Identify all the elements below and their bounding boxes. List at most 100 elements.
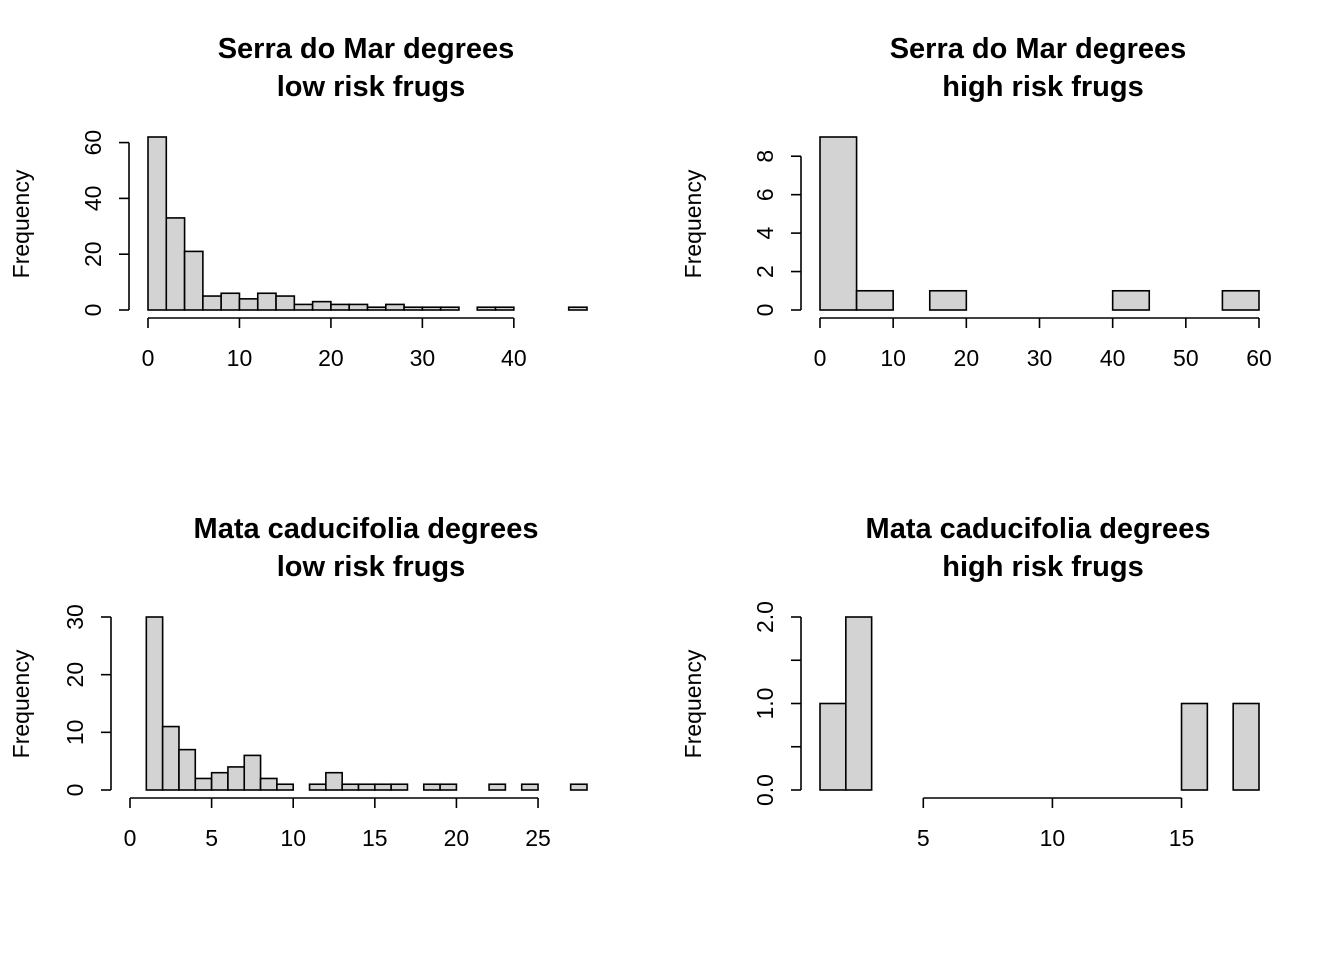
panel-title-line2: high risk frugs [942,71,1143,103]
histogram-bar [567,306,588,311]
x-tick-label: 40 [1100,345,1126,371]
histogram-bar [357,783,376,791]
y-axis: 0 2 4 6 8 [752,150,802,317]
x-tick-label: 40 [501,345,527,371]
x-axis: 0 5 10 15 20 25 [124,797,551,851]
histogram-bar [348,303,369,311]
x-tick-label: 15 [362,825,388,851]
panel-title-line2: low risk frugs [277,71,466,103]
y-tick-label: 2 [752,265,778,278]
histogram-bars [147,136,588,311]
histogram-bar [238,298,259,311]
y-tick-label: 60 [80,130,106,156]
histogram-bar [1232,702,1260,791]
histogram-bar [227,766,246,791]
y-tick-label: 0.0 [752,774,778,806]
histogram-bar [243,754,262,791]
histogram-bar [178,748,197,791]
x-tick-label: 10 [227,345,253,371]
y-tick-label: 20 [80,241,106,267]
histogram-bars [145,616,588,791]
y-tick-label: 0 [62,784,88,797]
x-axis: 0 10 20 30 40 [142,317,527,371]
y-axis-label: Frequency [8,649,34,758]
histogram-bar [374,783,392,791]
y-axis: 0 20 40 60 [80,130,130,317]
y-axis: 0.0 1.0 2.0 [752,601,802,806]
histogram-bar [403,306,424,311]
histogram-bar [165,217,186,311]
panel-mata-caducifolia-low-risk: Mata caducifolia degrees low risk frugs … [8,513,588,851]
histogram-bars [819,136,1260,311]
x-tick-label: 10 [280,825,306,851]
panel-title-line1: Mata caducifolia degrees [194,513,539,545]
histogram-bar [488,783,507,791]
panel-mata-caducifolia-high-risk: Mata caducifolia degrees high risk frugs… [680,513,1260,851]
x-tick-label: 0 [142,345,155,371]
histogram-bar [390,783,409,791]
y-axis-label: Frequency [680,169,706,278]
histogram-bar [439,306,460,311]
y-tick-label: 20 [62,662,88,688]
histogram-bar [845,616,873,791]
y-tick-label: 6 [752,188,778,201]
histogram-bar [220,292,241,311]
x-tick-label: 10 [1040,825,1066,851]
histogram-bar [308,783,327,791]
histogram-bar [476,306,497,311]
histogram-bar [366,306,387,311]
x-tick-label: 0 [124,825,137,851]
histogram-bar [520,783,539,791]
panel-serra-do-mar-high-risk: Serra do Mar degrees high risk frugs Fre… [680,33,1272,371]
histogram-bar [311,300,332,311]
y-tick-label: 10 [62,720,88,746]
histogram-bar [494,306,515,311]
histogram-bar [928,289,968,311]
histogram-bar [293,303,314,311]
histogram-bar [330,303,351,311]
y-tick-label: 0 [752,304,778,317]
histogram-bar [341,783,360,791]
x-tick-label: 5 [917,825,930,851]
x-tick-label: 20 [444,825,470,851]
histogram-bar [569,783,588,791]
histogram-bar [210,771,229,791]
panel-title-line1: Serra do Mar degrees [218,33,515,65]
x-tick-label: 0 [814,345,827,371]
y-tick-label: 0 [80,304,106,317]
x-tick-label: 5 [205,825,218,851]
histogram-bar [147,136,168,311]
histogram-bar [275,295,296,311]
histogram-bar [439,783,458,791]
panel-title-line2: high risk frugs [942,551,1143,583]
y-tick-label: 1.0 [752,688,778,720]
histogram-bar [1180,702,1209,791]
histogram-bar [145,616,164,791]
histogram-bar [183,250,204,311]
y-tick-label: 2.0 [752,601,778,633]
histogram-bar [202,295,222,311]
histogram-bar [325,771,343,791]
y-tick-label: 40 [80,186,106,212]
x-tick-label: 10 [880,345,906,371]
x-tick-label: 60 [1246,345,1272,371]
y-tick-label: 8 [752,150,778,163]
histogram-bar [855,289,894,311]
x-tick-label: 50 [1173,345,1199,371]
x-tick-label: 20 [954,345,980,371]
histogram-bar [421,306,442,311]
histogram-bar [1221,289,1260,311]
panel-serra-do-mar-low-risk: Serra do Mar degrees low risk frugs Freq… [8,33,588,371]
histogram-bar [819,136,858,311]
histogram-bar [1111,289,1151,311]
x-tick-label: 25 [525,825,551,851]
x-tick-label: 30 [410,345,436,371]
y-axis: 0 10 20 30 [62,604,112,797]
histogram-bar [422,783,441,791]
x-tick-label: 20 [318,345,344,371]
histogram-bar [819,702,847,791]
x-axis: 0 10 20 30 40 50 60 [814,317,1272,371]
panel-title-line2: low risk frugs [277,551,466,583]
y-axis-label: Frequency [680,649,706,758]
